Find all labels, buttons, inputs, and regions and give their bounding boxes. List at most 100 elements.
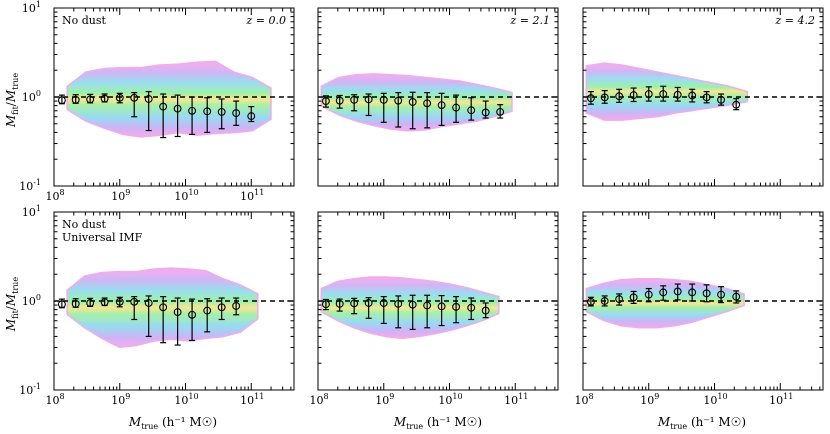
data-point xyxy=(188,106,197,115)
data-point xyxy=(364,95,373,104)
data-point xyxy=(247,112,256,121)
data-point xyxy=(203,107,212,116)
data-point xyxy=(100,94,109,103)
data-point xyxy=(600,297,609,305)
redshift-label: z = 2.1 xyxy=(510,14,551,27)
x-tick-label: 1010 xyxy=(438,392,462,407)
x-tick-label: 1011 xyxy=(504,392,528,407)
data-point xyxy=(732,292,741,301)
data-point xyxy=(688,288,697,297)
y-tick-label: 10-1 xyxy=(19,178,41,193)
data-point xyxy=(394,299,403,308)
data-point xyxy=(100,298,109,307)
data-point xyxy=(586,94,595,103)
density-contour xyxy=(66,60,272,138)
data-point xyxy=(717,290,726,299)
panel-bottom-left: 108 109 1010 1011 10-1 100 101 No dustUniversal… xyxy=(19,204,295,407)
y-tick-label: 101 xyxy=(22,0,41,15)
x-tick-label: 1010 xyxy=(703,392,727,407)
data-point xyxy=(159,303,168,312)
data-point xyxy=(232,109,241,118)
data-point xyxy=(335,299,344,308)
data-point xyxy=(115,297,124,306)
data-point xyxy=(659,288,668,297)
data-point xyxy=(173,104,182,113)
density-contour xyxy=(66,267,259,349)
data-point xyxy=(364,299,373,307)
data-point xyxy=(629,293,638,302)
panel-top-left: 108 109 1010 1011 10-1 100 101 No dust z = 0.0 xyxy=(19,0,295,203)
data-point xyxy=(717,95,726,104)
data-point xyxy=(481,306,490,315)
data-point xyxy=(437,101,446,110)
svg-text:Mfit/Mtrue: Mfit/Mtrue xyxy=(4,277,20,332)
x-tick-label: 108 xyxy=(574,392,593,407)
data-point xyxy=(232,301,241,310)
data-point xyxy=(452,103,461,112)
x-tick-label: 1011 xyxy=(769,392,793,407)
data-point xyxy=(379,95,388,104)
svg-text:Mtrue (h⁻¹ M☉): Mtrue (h⁻¹ M☉) xyxy=(657,415,746,431)
data-point xyxy=(423,99,432,108)
y-tick-label: 100 xyxy=(22,89,41,104)
data-point xyxy=(467,106,476,115)
data-point xyxy=(688,91,697,100)
data-point xyxy=(217,303,226,312)
data-point xyxy=(408,97,417,106)
data-point xyxy=(673,287,682,296)
data-point xyxy=(115,93,124,102)
data-point xyxy=(408,300,417,309)
x-tick-label: 109 xyxy=(111,392,130,407)
data-point xyxy=(203,306,212,315)
panel-bottom-right: 108 109 1010 1011 xyxy=(574,211,824,407)
x-tick-label: 108 xyxy=(45,188,64,203)
x-axis-label-right: Mtrue (h⁻¹ M☉) xyxy=(657,415,746,431)
data-point xyxy=(130,297,139,306)
panel-annotation: No dust xyxy=(62,14,107,27)
data-point xyxy=(350,95,359,104)
data-point xyxy=(188,310,197,319)
x-axis-label-left: Mtrue (h⁻¹ M☉) xyxy=(128,415,217,431)
data-point xyxy=(496,107,505,116)
panel-top-middle: z = 2.1 xyxy=(317,7,559,187)
redshift-label: z = 4.2 xyxy=(775,14,816,27)
data-point xyxy=(57,300,66,309)
data-point xyxy=(86,299,95,307)
data-point xyxy=(702,289,711,298)
data-point xyxy=(321,97,330,106)
panel-bottom-middle: 108 109 1010 1011 xyxy=(309,211,559,407)
data-point xyxy=(144,299,153,307)
data-point xyxy=(452,302,461,311)
data-point xyxy=(644,290,653,299)
svg-text:Mfit/Mtrue: Mfit/Mtrue xyxy=(4,73,20,128)
data-point xyxy=(71,299,80,308)
data-point xyxy=(144,95,153,103)
x-tick-label: 1011 xyxy=(240,392,264,407)
x-tick-label: 109 xyxy=(640,392,659,407)
data-point xyxy=(379,299,388,307)
y-axis-label-top: Mfit/Mtrue xyxy=(4,73,20,128)
x-axis-label-middle: Mtrue (h⁻¹ M☉) xyxy=(393,415,482,431)
data-point xyxy=(321,300,330,309)
x-tick-label: 108 xyxy=(309,392,328,407)
data-point xyxy=(673,90,682,99)
y-axis-label-bottom: Mfit/Mtrue xyxy=(4,277,20,332)
data-point xyxy=(57,96,66,105)
x-tick-label: 109 xyxy=(111,188,130,203)
x-tick-label: 1010 xyxy=(174,188,198,203)
data-point xyxy=(159,102,168,111)
data-point xyxy=(71,95,80,104)
redshift-label: z = 0.0 xyxy=(246,14,287,27)
y-tick-label: 10-1 xyxy=(19,382,41,397)
data-point xyxy=(86,95,95,104)
panel-top-right: z = 4.2 xyxy=(582,7,824,187)
density-contour xyxy=(320,73,513,132)
density-contour xyxy=(585,62,749,121)
data-point xyxy=(586,297,595,306)
y-tick-label: 100 xyxy=(22,293,41,308)
x-tick-label: 1010 xyxy=(174,392,198,407)
data-point xyxy=(600,93,609,102)
data-point xyxy=(423,301,432,310)
data-point xyxy=(350,299,359,308)
data-point xyxy=(615,92,624,101)
